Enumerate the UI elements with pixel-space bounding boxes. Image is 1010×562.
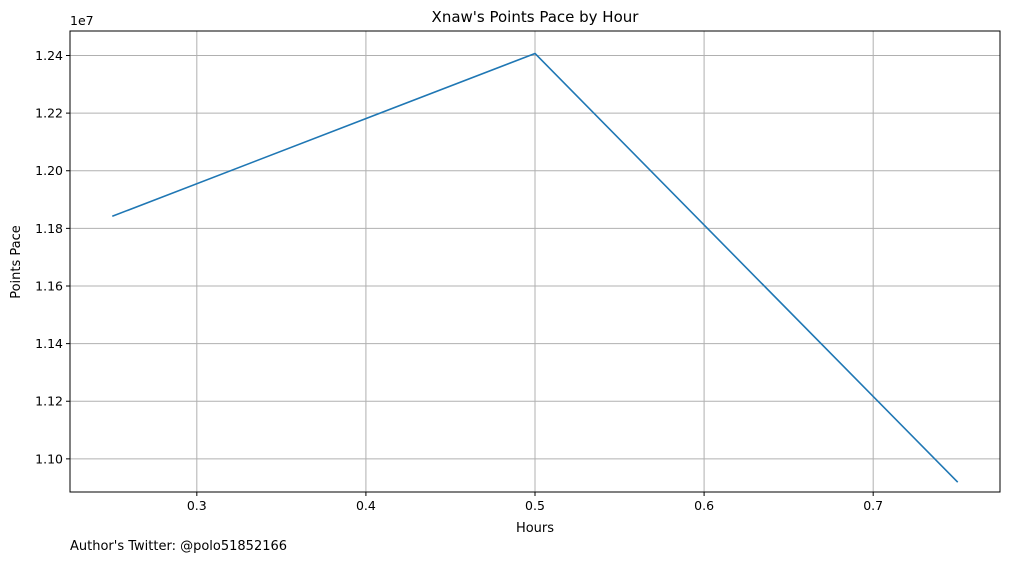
y-tick-label: 1.10 bbox=[35, 451, 63, 466]
y-axis-label: Points Pace bbox=[9, 225, 24, 299]
x-tick-label: 0.3 bbox=[187, 498, 207, 513]
series-line bbox=[111, 52, 959, 483]
x-tick-label: 0.6 bbox=[694, 498, 714, 513]
x-tick-label: 0.7 bbox=[863, 498, 883, 513]
author-footnote: Author's Twitter: @polo51852166 bbox=[70, 539, 287, 554]
y-tick-label: 1.20 bbox=[35, 163, 63, 178]
y-tick-label: 1.14 bbox=[35, 336, 63, 351]
y-axis-ticks: 1.10 1.12 1.14 1.16 1.18 1.20 1.22 1.24 bbox=[35, 48, 70, 466]
y-tick-label: 1.16 bbox=[35, 278, 63, 293]
y-offset-text: 1e7 bbox=[70, 13, 94, 28]
y-tick-label: 1.18 bbox=[35, 221, 63, 236]
y-tick-label: 1.24 bbox=[35, 48, 63, 63]
y-tick-label: 1.12 bbox=[35, 394, 63, 409]
chart-title: Xnaw's Points Pace by Hour bbox=[432, 8, 640, 26]
y-tick-label: 1.22 bbox=[35, 106, 63, 121]
x-axis-label: Hours bbox=[516, 521, 554, 536]
series-layer bbox=[111, 52, 959, 483]
grid bbox=[70, 31, 1000, 492]
x-tick-label: 0.5 bbox=[525, 498, 545, 513]
x-axis-ticks: 0.3 0.4 0.5 0.6 0.7 bbox=[187, 492, 883, 513]
x-tick-label: 0.4 bbox=[356, 498, 376, 513]
